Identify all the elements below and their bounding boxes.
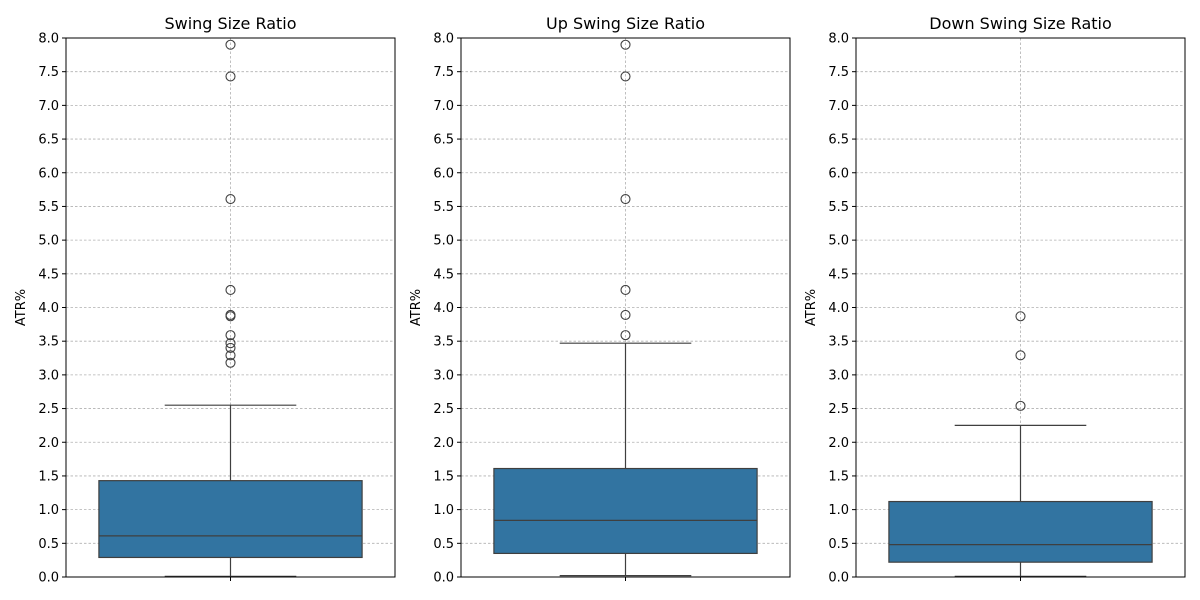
outlier-point xyxy=(620,39,631,50)
y-tick-label: 0.0 xyxy=(828,571,849,586)
y-tick-label: 3.0 xyxy=(433,368,454,383)
y-axis-label: ATR% xyxy=(804,289,819,326)
y-tick-label: 3.5 xyxy=(433,335,454,350)
outlier-point xyxy=(225,284,236,296)
outlier-point xyxy=(225,311,236,322)
y-tick-label: 5.0 xyxy=(433,234,454,249)
chart-panel-3: 0.0 0.5 1.0 1.5 2.0 2.5 3.0 3.5 4.0 4.5 5.0 5.5 6.0 6… xyxy=(804,14,1186,586)
chart-panel-1: 0.0 0.5 1.0 1.5 2.0 2.5 3.0 3.5 4.0 4.5 5.0 5.5 6.0 6… xyxy=(14,14,396,586)
outlier-point xyxy=(620,71,631,82)
outlier-point xyxy=(225,71,236,82)
y-tick-label: 1.5 xyxy=(828,469,849,484)
outlier-point xyxy=(225,338,236,349)
y-tick-label: 1.0 xyxy=(828,503,849,518)
outlier-point xyxy=(225,342,236,353)
outlier-point xyxy=(225,39,236,50)
y-tick-label: 0.0 xyxy=(433,571,454,586)
y-tick-label: 5.5 xyxy=(828,200,849,215)
y-tick-label: 6.0 xyxy=(828,166,849,181)
y-tick-label: 7.5 xyxy=(433,65,454,80)
y-tick-label: 6.5 xyxy=(38,133,59,148)
y-tick-label: 5.0 xyxy=(828,234,849,249)
outlier-point xyxy=(1015,311,1026,322)
y-tick-label: 5.5 xyxy=(433,200,454,215)
outlier-point xyxy=(1015,350,1026,361)
y-tick-label: 7.0 xyxy=(433,99,454,114)
y-tick-label: 2.0 xyxy=(38,436,59,451)
y-tick-label: 8.0 xyxy=(828,32,849,47)
y-tick-label: 0.0 xyxy=(38,571,59,586)
y-tick-label: 7.5 xyxy=(38,65,59,80)
y-tick-label: 6.5 xyxy=(433,133,454,148)
y-tick-label: 1.5 xyxy=(433,469,454,484)
y-tick-label: 3.0 xyxy=(828,368,849,383)
outlier-point xyxy=(225,330,236,341)
y-tick-label: 4.5 xyxy=(38,267,59,282)
y-tick-label: 5.5 xyxy=(38,200,59,215)
y-tick-label: 7.0 xyxy=(38,99,59,114)
y-tick-label: 3.5 xyxy=(828,335,849,350)
iqr-box xyxy=(493,467,758,555)
iqr-box xyxy=(888,500,1153,563)
y-tick-label: 6.0 xyxy=(38,166,59,181)
y-tick-label: 1.5 xyxy=(38,469,59,484)
y-tick-label: 4.0 xyxy=(433,301,454,316)
chart-title: Down Swing Size Ratio xyxy=(929,14,1112,33)
y-tick-label: 0.5 xyxy=(433,537,454,552)
y-tick-label: 0.5 xyxy=(828,537,849,552)
y-tick-label: 1.0 xyxy=(38,503,59,518)
y-tick-label: 3.5 xyxy=(38,335,59,350)
y-tick-label: 7.5 xyxy=(828,65,849,80)
y-tick-label: 0.5 xyxy=(38,537,59,552)
y-tick-label: 2.5 xyxy=(38,402,59,417)
outlier-point xyxy=(225,193,236,205)
y-tick-label: 8.0 xyxy=(38,32,59,47)
y-tick-label: 2.0 xyxy=(828,436,849,451)
y-tick-label: 2.0 xyxy=(433,436,454,451)
outlier-point xyxy=(225,350,236,361)
y-tick-label: 2.5 xyxy=(433,402,454,417)
y-tick-label: 6.0 xyxy=(433,166,454,181)
panels: 0.0 0.5 1.0 1.5 2.0 2.5 3.0 3.5 4.0 4.5 5.0 5.5 6.0 6… xyxy=(14,14,1186,586)
y-tick-label: 8.0 xyxy=(433,32,454,47)
outlier-point xyxy=(620,309,631,320)
outlier-point xyxy=(620,330,631,341)
y-tick-label: 3.0 xyxy=(38,368,59,383)
outlier-point xyxy=(620,193,631,205)
y-axis-label: ATR% xyxy=(409,289,424,326)
y-axis-label: ATR% xyxy=(14,289,29,326)
y-tick-label: 5.0 xyxy=(38,234,59,249)
y-tick-label: 7.0 xyxy=(828,99,849,114)
y-tick-label: 4.5 xyxy=(433,267,454,282)
y-tick-label: 4.0 xyxy=(828,301,849,316)
y-tick-label: 1.0 xyxy=(433,503,454,518)
chart-title: Up Swing Size Ratio xyxy=(546,14,705,33)
outlier-point xyxy=(225,357,236,368)
outlier-point xyxy=(1015,400,1026,411)
y-tick-label: 4.5 xyxy=(828,267,849,282)
y-tick-label: 4.0 xyxy=(38,301,59,316)
outlier-point xyxy=(620,284,631,296)
iqr-box xyxy=(98,480,363,559)
chart-title: Swing Size Ratio xyxy=(164,14,296,33)
y-tick-label: 2.5 xyxy=(828,402,849,417)
chart-panel-2: 0.0 0.5 1.0 1.5 2.0 2.5 3.0 3.5 4.0 4.5 5.0 5.5 6.0 6… xyxy=(409,14,791,586)
y-tick-label: 6.5 xyxy=(828,133,849,148)
